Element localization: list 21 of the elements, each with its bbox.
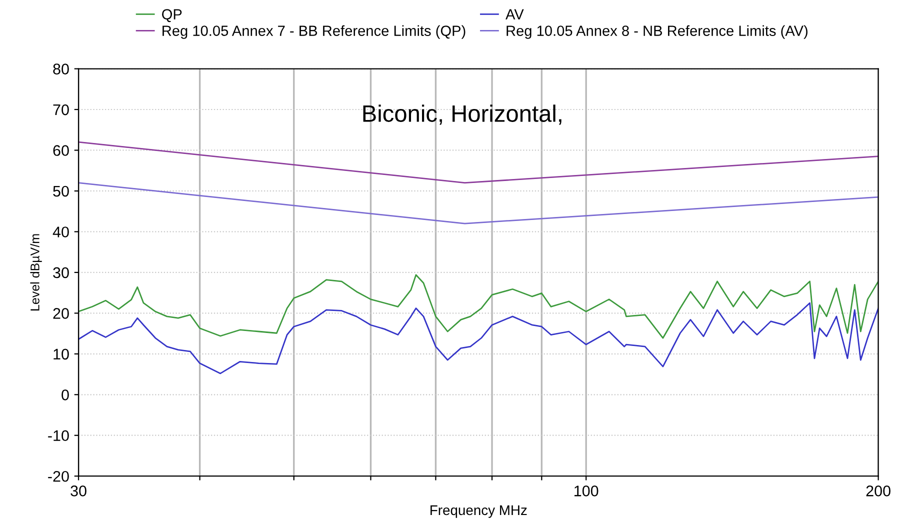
- annotation: Biconic, Horizontal,: [363, 104, 562, 125]
- x-tick-label: 30: [70, 486, 86, 496]
- legend-label: Reg 10.05 Annex 7 - BB Reference Limits (QP): [162, 25, 466, 39]
- y-tick-label: 50: [53, 186, 69, 197]
- y-tick-label: 30: [53, 267, 69, 278]
- legend-label: Reg 10.05 Annex 8 - NB Reference Limits (AV): [506, 25, 808, 39]
- y-tick-label: -10: [48, 430, 69, 442]
- x-tick-label: 100: [574, 486, 598, 496]
- y-tick-label: 40: [52, 226, 69, 238]
- y-tick-label: 0: [62, 390, 69, 400]
- y-tick-label: 60: [53, 145, 69, 156]
- legend-label: QP: [162, 9, 182, 22]
- y-axis-title: Level dBµV/m: [30, 234, 42, 310]
- y-tick-label: 10: [54, 348, 69, 360]
- y-tick-label: 20: [53, 308, 69, 319]
- legend-label: AV: [506, 9, 524, 20]
- y-tick-label: -20: [48, 470, 69, 482]
- x-axis-title: Frequency MHz: [430, 505, 527, 518]
- y-tick-label: 70: [53, 104, 69, 116]
- x-tick-label: 200: [866, 486, 890, 496]
- y-tick-label: 80: [53, 64, 69, 74]
